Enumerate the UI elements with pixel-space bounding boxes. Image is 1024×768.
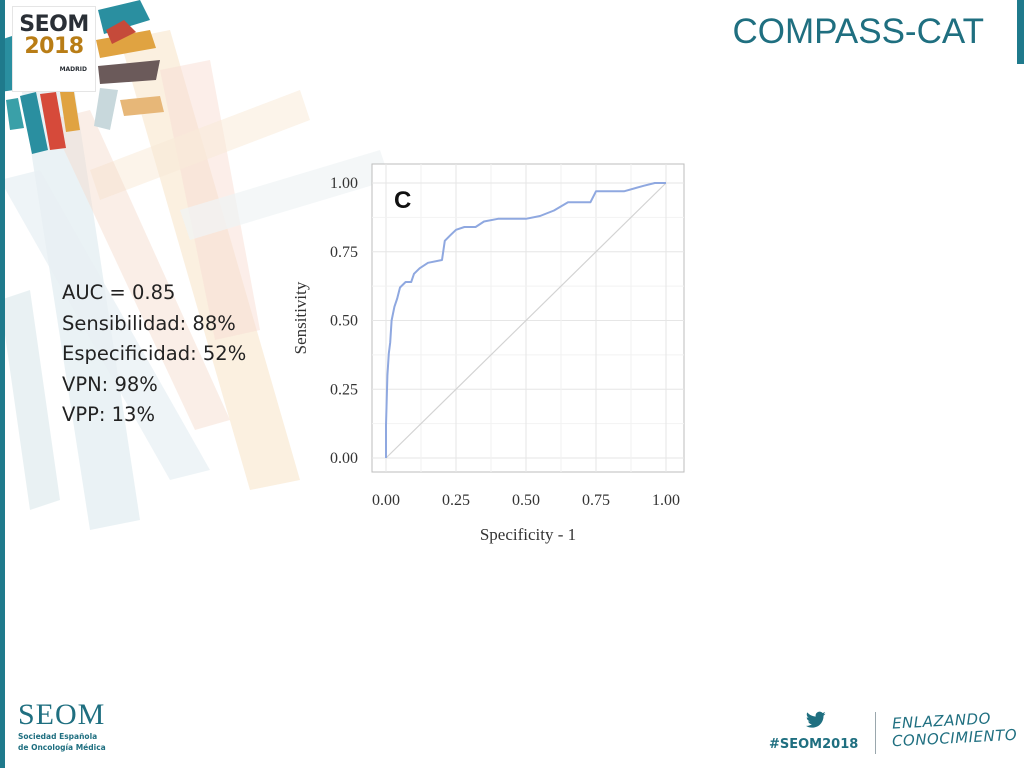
footer-divider <box>875 712 876 754</box>
stats-list: AUC = 0.85 Sensibilidad: 88% Especificid… <box>62 278 246 431</box>
left-accent-bar <box>0 0 5 768</box>
twitter-icon <box>806 711 826 728</box>
stat-ppv: VPP: 13% <box>62 403 155 426</box>
reference-diagonal-line <box>385 182 667 459</box>
roc-curve-line <box>385 182 666 458</box>
decorative-stripes <box>0 0 390 530</box>
x-tick-label: 0.75 <box>582 492 610 509</box>
y-tick-label: 0.00 <box>330 450 358 467</box>
x-tick-label: 0.25 <box>442 492 470 509</box>
x-tick-label: 0.00 <box>372 492 400 509</box>
roc-chart-svg: C 0.00 0.25 0.50 0.75 1.00 0.00 0.25 0.50 0.75 1… <box>291 163 685 544</box>
footer-logo: SEOM Sociedad Española de Oncología Médi… <box>18 698 106 753</box>
seom-2018-logo: SEOM 2018 MADRID <box>12 6 96 92</box>
x-axis-label: Specificity - 1 <box>480 525 576 544</box>
y-tick-label: 0.75 <box>330 244 358 261</box>
x-tick-label: 1.00 <box>652 492 680 509</box>
logo-name: SEOM <box>19 12 89 37</box>
stat-npv: VPN: 98% <box>62 372 158 396</box>
footer-logo-sub-2: de Oncología Médica <box>18 743 106 752</box>
y-tick-label: 1.00 <box>330 175 358 192</box>
y-tick-label: 0.50 <box>330 313 358 330</box>
logo-year: 2018 <box>24 34 84 59</box>
right-accent-bar <box>1017 0 1024 64</box>
roc-chart: C 0.00 0.25 0.50 0.75 1.00 0.00 0.25 0.50 0.75 1… <box>286 150 716 560</box>
x-tick-label: 0.50 <box>512 492 540 509</box>
stat-auc: AUC = 0.85 <box>62 281 176 304</box>
footer-logo-name: SEOM <box>18 698 106 731</box>
page-title: COMPASS-CAT <box>732 12 985 51</box>
footer-logo-sub-1: Sociedad Española <box>18 732 98 741</box>
hashtag: #SEOM2018 <box>769 737 859 752</box>
stat-specificity: Especificidad: 52% <box>62 342 247 365</box>
stat-sensitivity: Sensibilidad: 88% <box>62 311 236 335</box>
panel-label: C <box>394 187 411 214</box>
y-tick-label: 0.25 <box>330 381 358 398</box>
y-axis-label: Sensitivity <box>291 281 310 354</box>
logo-city: MADRID <box>59 66 87 73</box>
